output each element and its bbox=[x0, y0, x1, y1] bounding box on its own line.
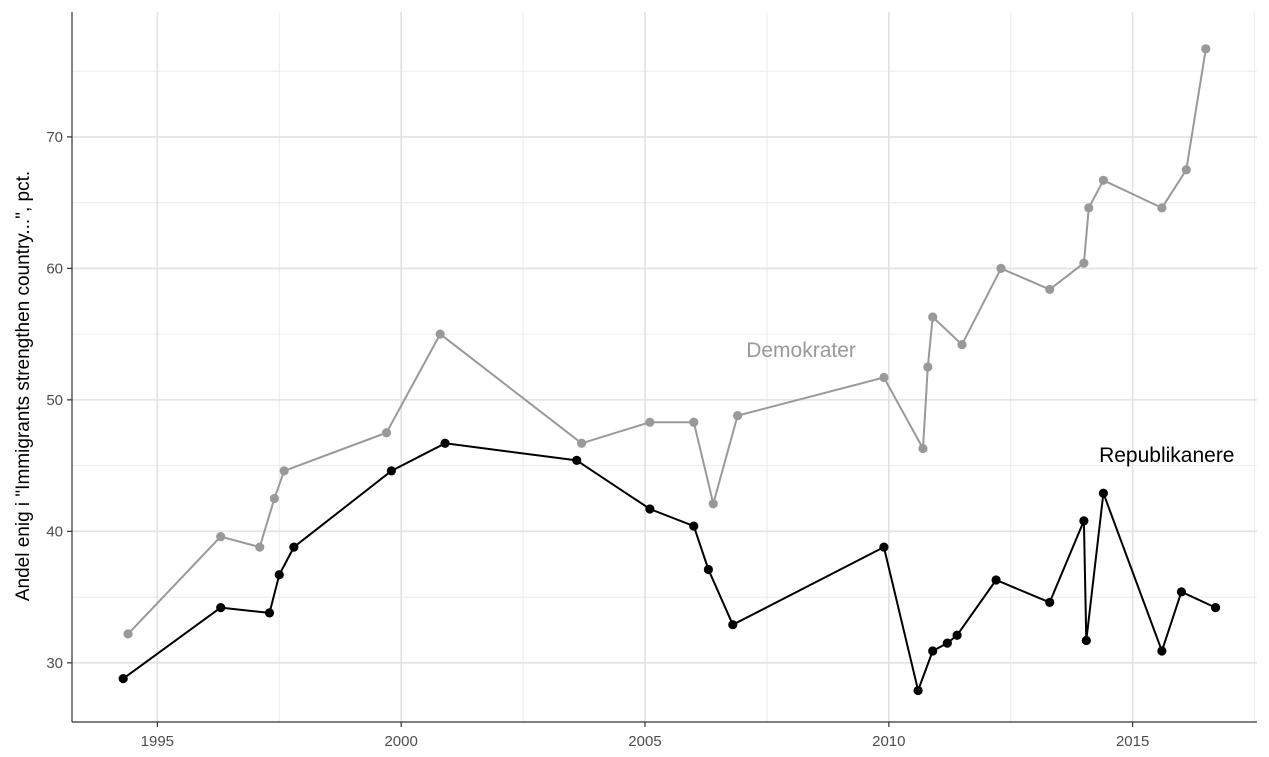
data-point-demokrater bbox=[1181, 165, 1191, 175]
data-point-demokrater bbox=[918, 443, 928, 454]
data-point-republikanere bbox=[289, 542, 299, 552]
data-point-demokrater bbox=[923, 362, 933, 372]
y-tick-label: 40 bbox=[46, 523, 63, 540]
data-point-demokrater bbox=[1157, 203, 1167, 213]
data-point-demokrater bbox=[381, 428, 392, 438]
y-axis-title: Andel enig i "Immigrants strengthen coun… bbox=[13, 171, 34, 601]
data-point-demokrater bbox=[645, 417, 655, 427]
data-point-demokrater bbox=[879, 372, 889, 383]
data-point-demokrater bbox=[1201, 44, 1211, 54]
x-tick-label: 2000 bbox=[384, 733, 417, 750]
data-point-demokrater bbox=[255, 542, 265, 552]
x-tick-label: 2010 bbox=[872, 733, 905, 750]
data-point-republikanere bbox=[1210, 603, 1221, 613]
data-point-republikanere bbox=[386, 466, 397, 476]
data-point-demokrater bbox=[123, 629, 133, 639]
data-point-demokrater bbox=[1045, 284, 1055, 295]
series-layer bbox=[118, 44, 1221, 696]
data-point-demokrater bbox=[1084, 203, 1094, 213]
x-tick-label: 2015 bbox=[1116, 733, 1149, 750]
data-point-republikanere bbox=[1098, 488, 1108, 498]
data-point-republikanere bbox=[1045, 597, 1055, 607]
y-tick-label: 70 bbox=[46, 129, 63, 146]
axes-layer bbox=[67, 12, 1257, 727]
data-point-demokrater bbox=[1079, 258, 1089, 268]
data-point-republikanere bbox=[991, 575, 1001, 585]
y-tick-label: 30 bbox=[46, 655, 63, 672]
major-gridlines bbox=[72, 12, 1257, 722]
data-point-republikanere bbox=[689, 521, 699, 531]
y-tick-label: 60 bbox=[46, 260, 63, 277]
series-label-republikanere: Republikanere bbox=[1099, 444, 1234, 467]
data-point-republikanere bbox=[1081, 635, 1091, 646]
data-point-demokrater bbox=[269, 493, 279, 504]
data-point-republikanere bbox=[440, 438, 450, 448]
data-point-republikanere bbox=[1079, 516, 1089, 526]
data-point-demokrater bbox=[708, 499, 718, 509]
tick-labels: 1995 2000 2005 2010 2015 30 40 50 60 70 bbox=[46, 129, 1149, 750]
data-point-republikanere bbox=[879, 542, 889, 552]
data-point-republikanere bbox=[645, 504, 655, 514]
x-tick-label: 2005 bbox=[628, 733, 661, 750]
data-point-republikanere bbox=[1176, 587, 1187, 597]
minor-gridlines bbox=[72, 12, 1257, 722]
series-labels: Demokrater Republikanere bbox=[746, 339, 1234, 467]
data-point-republikanere bbox=[952, 630, 962, 640]
data-point-republikanere bbox=[274, 570, 284, 580]
data-point-demokrater bbox=[957, 340, 967, 350]
data-point-republikanere bbox=[264, 608, 275, 618]
data-point-demokrater bbox=[928, 312, 938, 322]
series-label-demokrater: Demokrater bbox=[746, 339, 856, 362]
data-point-republikanere bbox=[572, 455, 582, 465]
data-point-demokrater bbox=[996, 263, 1006, 273]
y-tick-label: 50 bbox=[46, 392, 63, 409]
data-point-demokrater bbox=[279, 466, 289, 476]
data-point-republikanere bbox=[942, 638, 952, 648]
data-point-republikanere bbox=[1157, 646, 1167, 656]
data-point-republikanere bbox=[118, 674, 128, 684]
data-point-demokrater bbox=[216, 532, 226, 542]
data-point-republikanere bbox=[728, 620, 738, 630]
data-point-demokrater bbox=[689, 417, 699, 427]
data-point-republikanere bbox=[216, 603, 226, 613]
data-point-republikanere bbox=[703, 564, 713, 575]
data-point-republikanere bbox=[928, 646, 938, 656]
data-point-republikanere bbox=[913, 685, 923, 696]
x-tick-label: 1995 bbox=[141, 733, 174, 750]
data-point-demokrater bbox=[1098, 175, 1108, 185]
data-point-demokrater bbox=[576, 438, 587, 448]
data-point-demokrater bbox=[733, 411, 743, 421]
data-point-demokrater bbox=[435, 329, 445, 339]
